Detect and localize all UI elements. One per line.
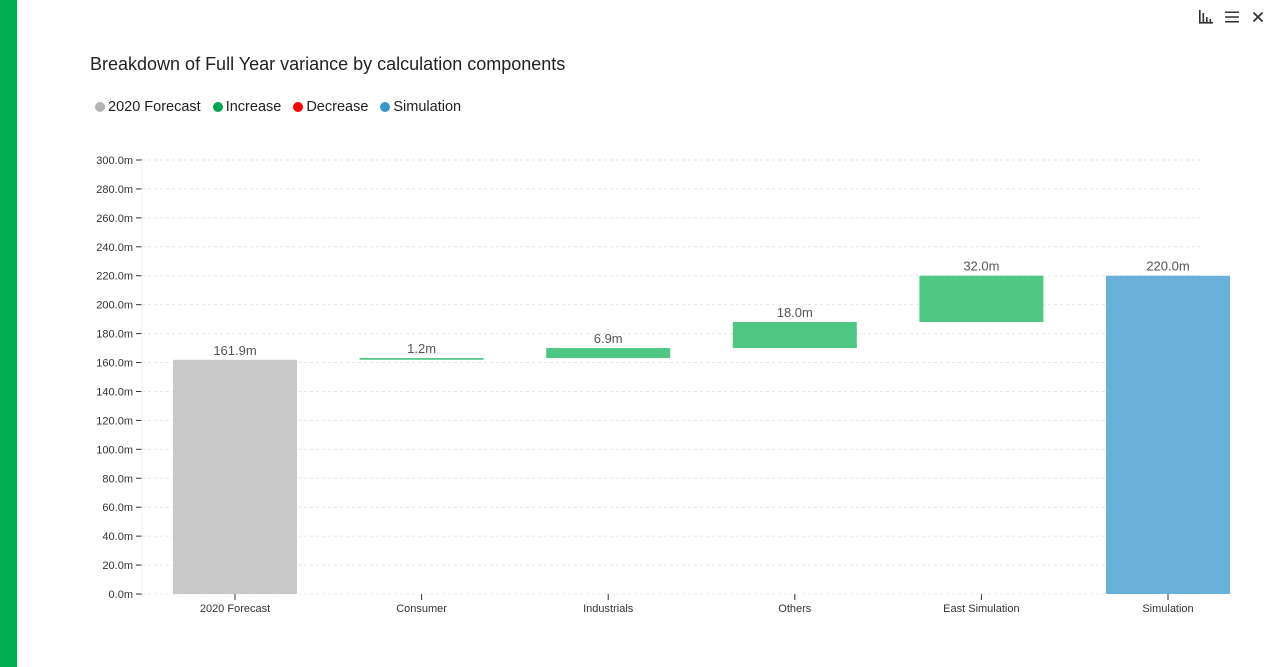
bar-increase <box>546 348 671 359</box>
legend-label-simulation: Simulation <box>393 99 462 115</box>
legend-item-simulation[interactable]: Simulation <box>380 99 461 115</box>
chart-title: Breakdown of Full Year variance by calcu… <box>90 54 566 74</box>
chart-toolbar <box>1198 8 1266 26</box>
legend-item-decrease[interactable]: Decrease <box>293 99 368 115</box>
chart-legend: 2020 Forecast Increase Decrease Simulati… <box>95 99 461 115</box>
legend-dot-decrease <box>293 102 304 112</box>
x-tick-label: East Simulation <box>943 603 1019 615</box>
data-label: 161.9m <box>213 343 256 358</box>
bar-increase <box>732 322 857 349</box>
close-icon[interactable] <box>1250 8 1266 26</box>
y-tick-label: 240.0m <box>96 242 133 254</box>
y-tick-label: 180.0m <box>96 329 133 341</box>
x-tick-label: 2020 Forecast <box>200 603 270 615</box>
y-tick-label: 300.0m <box>96 155 133 167</box>
data-label: 18.0m <box>777 305 813 320</box>
y-tick-label: 80.0m <box>102 473 133 485</box>
legend-dot-increase <box>212 102 223 112</box>
y-tick-label: 60.0m <box>102 502 133 514</box>
legend-label-decrease: Decrease <box>306 99 369 115</box>
accent-bar <box>0 0 17 667</box>
y-tick-label: 20.0m <box>102 560 133 572</box>
y-tick-label: 260.0m <box>96 213 133 225</box>
legend-dot-simulation <box>380 102 391 112</box>
bar-increase <box>919 275 1044 323</box>
x-tick-label: Consumer <box>396 603 447 615</box>
data-label: 32.0m <box>963 259 999 274</box>
x-tick-label: Others <box>778 603 812 615</box>
y-tick-label: 140.0m <box>96 386 133 398</box>
y-tick-label: 160.0m <box>96 358 133 370</box>
bar-forecast <box>173 359 297 594</box>
legend-dot-forecast <box>95 102 105 112</box>
bar-simulation <box>1106 275 1230 594</box>
x-tick-label: Industrials <box>583 603 634 615</box>
y-tick-label: 280.0m <box>96 184 133 196</box>
legend-label-forecast: 2020 Forecast <box>108 99 201 115</box>
y-tick-label: 0.0m <box>109 589 133 601</box>
y-tick-label: 120.0m <box>96 415 133 427</box>
legend-item-forecast[interactable]: 2020 Forecast <box>95 99 201 115</box>
x-tick-label: Simulation <box>1142 603 1193 615</box>
bar-increase <box>359 358 484 360</box>
legend-label-increase: Increase <box>225 99 282 115</box>
legend-item-increase[interactable]: Increase <box>212 99 282 115</box>
y-tick-label: 200.0m <box>96 300 133 312</box>
data-label: 1.2m <box>407 341 436 356</box>
bar-chart-icon[interactable] <box>1198 8 1214 26</box>
data-label: 6.9m <box>594 331 623 346</box>
y-tick-label: 40.0m <box>102 531 133 543</box>
hamburger-menu-icon[interactable] <box>1224 8 1240 26</box>
y-tick-label: 220.0m <box>96 271 133 283</box>
y-tick-label: 100.0m <box>96 444 133 456</box>
data-label: 220.0m <box>1146 259 1189 274</box>
